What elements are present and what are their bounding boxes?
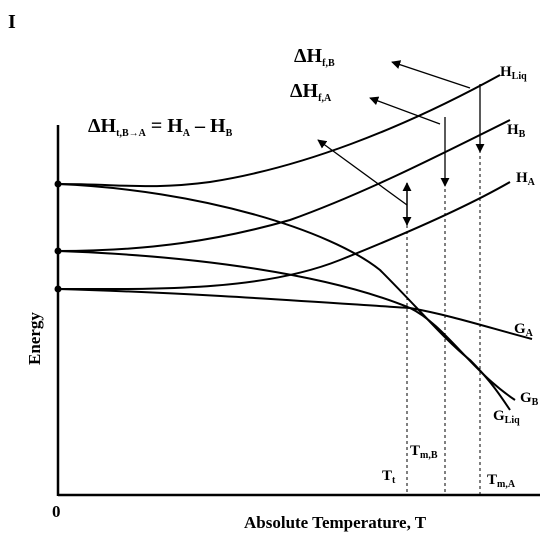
h-a-curve <box>57 181 511 291</box>
h-a-start-dot <box>54 285 62 293</box>
t-m-a-label: Tm,A <box>487 472 516 490</box>
h-liquid-curve <box>57 74 501 188</box>
dh-f-a-label: ΔHf,A <box>290 80 332 104</box>
h-liquid-label: HLiq <box>500 64 527 82</box>
h-b-curve <box>57 119 511 252</box>
h-a-label: HA <box>516 170 536 188</box>
g-liquid-curve <box>57 183 511 411</box>
dh-f-b-label: ΔHf,B <box>294 45 335 69</box>
g-a-label: GA <box>514 321 534 339</box>
y-axis-label: Energy <box>25 312 44 365</box>
g-b-curve <box>57 250 516 401</box>
g-b-label: GB <box>520 390 539 408</box>
t-m-b-label: Tm,B <box>410 443 438 461</box>
dh-f-b-pointer <box>391 60 471 89</box>
g-a-curve <box>57 288 533 340</box>
panel-label: I <box>8 11 16 33</box>
h-b-label: HB <box>507 122 526 140</box>
h-b-start-dot <box>54 247 62 255</box>
origin-label: 0 <box>52 502 61 521</box>
g-liquid-label: GLiq <box>493 408 520 426</box>
h-liquid-start-dot <box>54 180 62 188</box>
dh-t-pointer <box>317 139 408 206</box>
t-t-label: Tt <box>382 468 396 486</box>
x-axis-label: Absolute Temperature, T <box>244 513 427 532</box>
dh-f-a-pointer <box>369 96 441 125</box>
dh-t-label: ΔHt,B→A = HA – HB <box>88 115 233 139</box>
